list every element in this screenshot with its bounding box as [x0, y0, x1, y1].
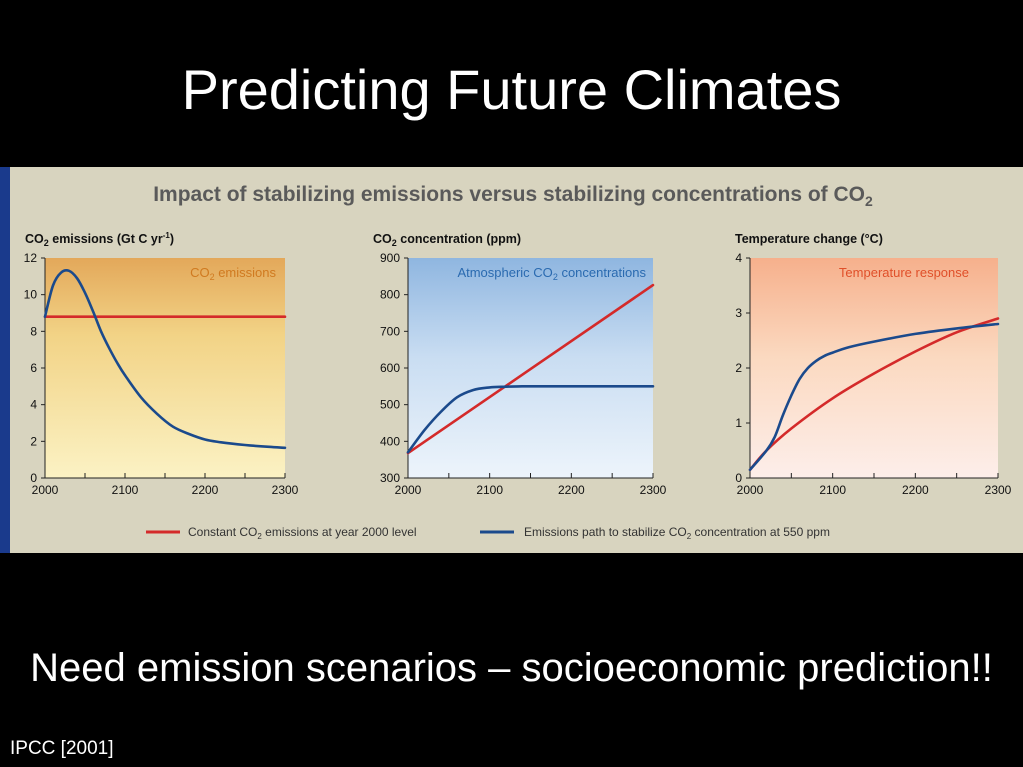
- emissions-x-tick-label: 2200: [192, 483, 219, 497]
- temperature-y-tick-label: 2: [735, 361, 742, 375]
- emissions-axis-title: CO2 emissions (Gt C yr-1): [25, 231, 174, 248]
- concentration-y-tick-label: 300: [380, 471, 400, 485]
- concentration-y-tick-label: 700: [380, 324, 400, 338]
- temperature-y-tick-label: 1: [735, 416, 742, 430]
- emissions-x-tick-label: 2300: [272, 483, 299, 497]
- source-citation: IPCC [2001]: [10, 738, 114, 759]
- temperature-x-tick-label: 2300: [985, 483, 1012, 497]
- emissions-x-tick-label: 2100: [112, 483, 139, 497]
- temperature-plot-area: [750, 258, 998, 478]
- chart-co2-emissions: CO2 emissions (Gt C yr-1)CO2 emissions02…: [24, 231, 299, 497]
- concentration-y-tick-label: 800: [380, 288, 400, 302]
- figure-heading: Impact of stabilizing emissions versus s…: [153, 183, 873, 209]
- temperature-x-tick-label: 2200: [902, 483, 929, 497]
- emissions-series-stabilize-path: [43, 269, 287, 450]
- slide-title: Predicting Future Climates: [181, 58, 842, 121]
- legend-label-constant-emissions: Constant CO2 emissions at year 2000 leve…: [188, 525, 417, 541]
- emissions-y-tick-label: 12: [24, 251, 38, 265]
- emissions-y-tick-label: 10: [24, 288, 38, 302]
- concentration-x-tick-label: 2300: [640, 483, 667, 497]
- emissions-y-tick-label: 2: [30, 434, 37, 448]
- concentration-series-stabilize-path: [406, 384, 655, 454]
- emissions-y-tick-label: 0: [30, 471, 37, 485]
- temperature-y-tick-label: 3: [735, 306, 742, 320]
- concentration-y-tick-label: 600: [380, 361, 400, 375]
- temperature-series-stabilize-path: [748, 322, 1000, 472]
- temperature-inset-label: Temperature response: [839, 265, 969, 280]
- temperature-axis-title: Temperature change (°C): [735, 232, 883, 246]
- chart-co2-concentration: CO2 concentration (ppm) Atmospheric CO2 c…: [373, 232, 667, 497]
- concentration-y-tick-label: 500: [380, 398, 400, 412]
- temperature-y-tick-label: 0: [735, 471, 742, 485]
- bottom-caption: Need emission scenarios – socioeconomic …: [30, 646, 993, 690]
- concentration-x-tick-label: 2000: [395, 483, 422, 497]
- concentration-inset-label: Atmospheric CO2 concentrations: [457, 265, 646, 282]
- emissions-x-tick-label: 2000: [32, 483, 59, 497]
- emissions-inset-label: CO2 emissions: [190, 265, 276, 282]
- concentration-axis-title: CO2 concentration (ppm): [373, 232, 521, 248]
- concentration-x-tick-label: 2200: [558, 483, 585, 497]
- ipcc-figure: Impact of stabilizing emissions versus s…: [24, 183, 1012, 541]
- concentration-series-constant-emissions: [406, 283, 655, 455]
- figure-heading-sub: 2: [865, 193, 873, 209]
- emissions-y-tick-label: 6: [30, 361, 37, 375]
- temperature-x-tick-label: 2000: [737, 483, 764, 497]
- chart-temperature-change: Temperature change (°C) Temperature respo…: [735, 232, 1012, 497]
- legend: Constant CO2 emissions at year 2000 leve…: [146, 525, 830, 541]
- temperature-y-tick-label: 4: [735, 251, 742, 265]
- emissions-y-tick-label: 4: [30, 398, 37, 412]
- concentration-y-tick-label: 900: [380, 251, 400, 265]
- concentration-x-tick-label: 2100: [476, 483, 503, 497]
- figure-heading-main: Impact of stabilizing emissions versus s…: [153, 183, 865, 206]
- concentration-y-tick-label: 400: [380, 434, 400, 448]
- temperature-x-tick-label: 2100: [819, 483, 846, 497]
- legend-label-stabilize-path: Emissions path to stabilize CO2 concentr…: [524, 525, 830, 541]
- emissions-y-tick-label: 8: [30, 324, 37, 338]
